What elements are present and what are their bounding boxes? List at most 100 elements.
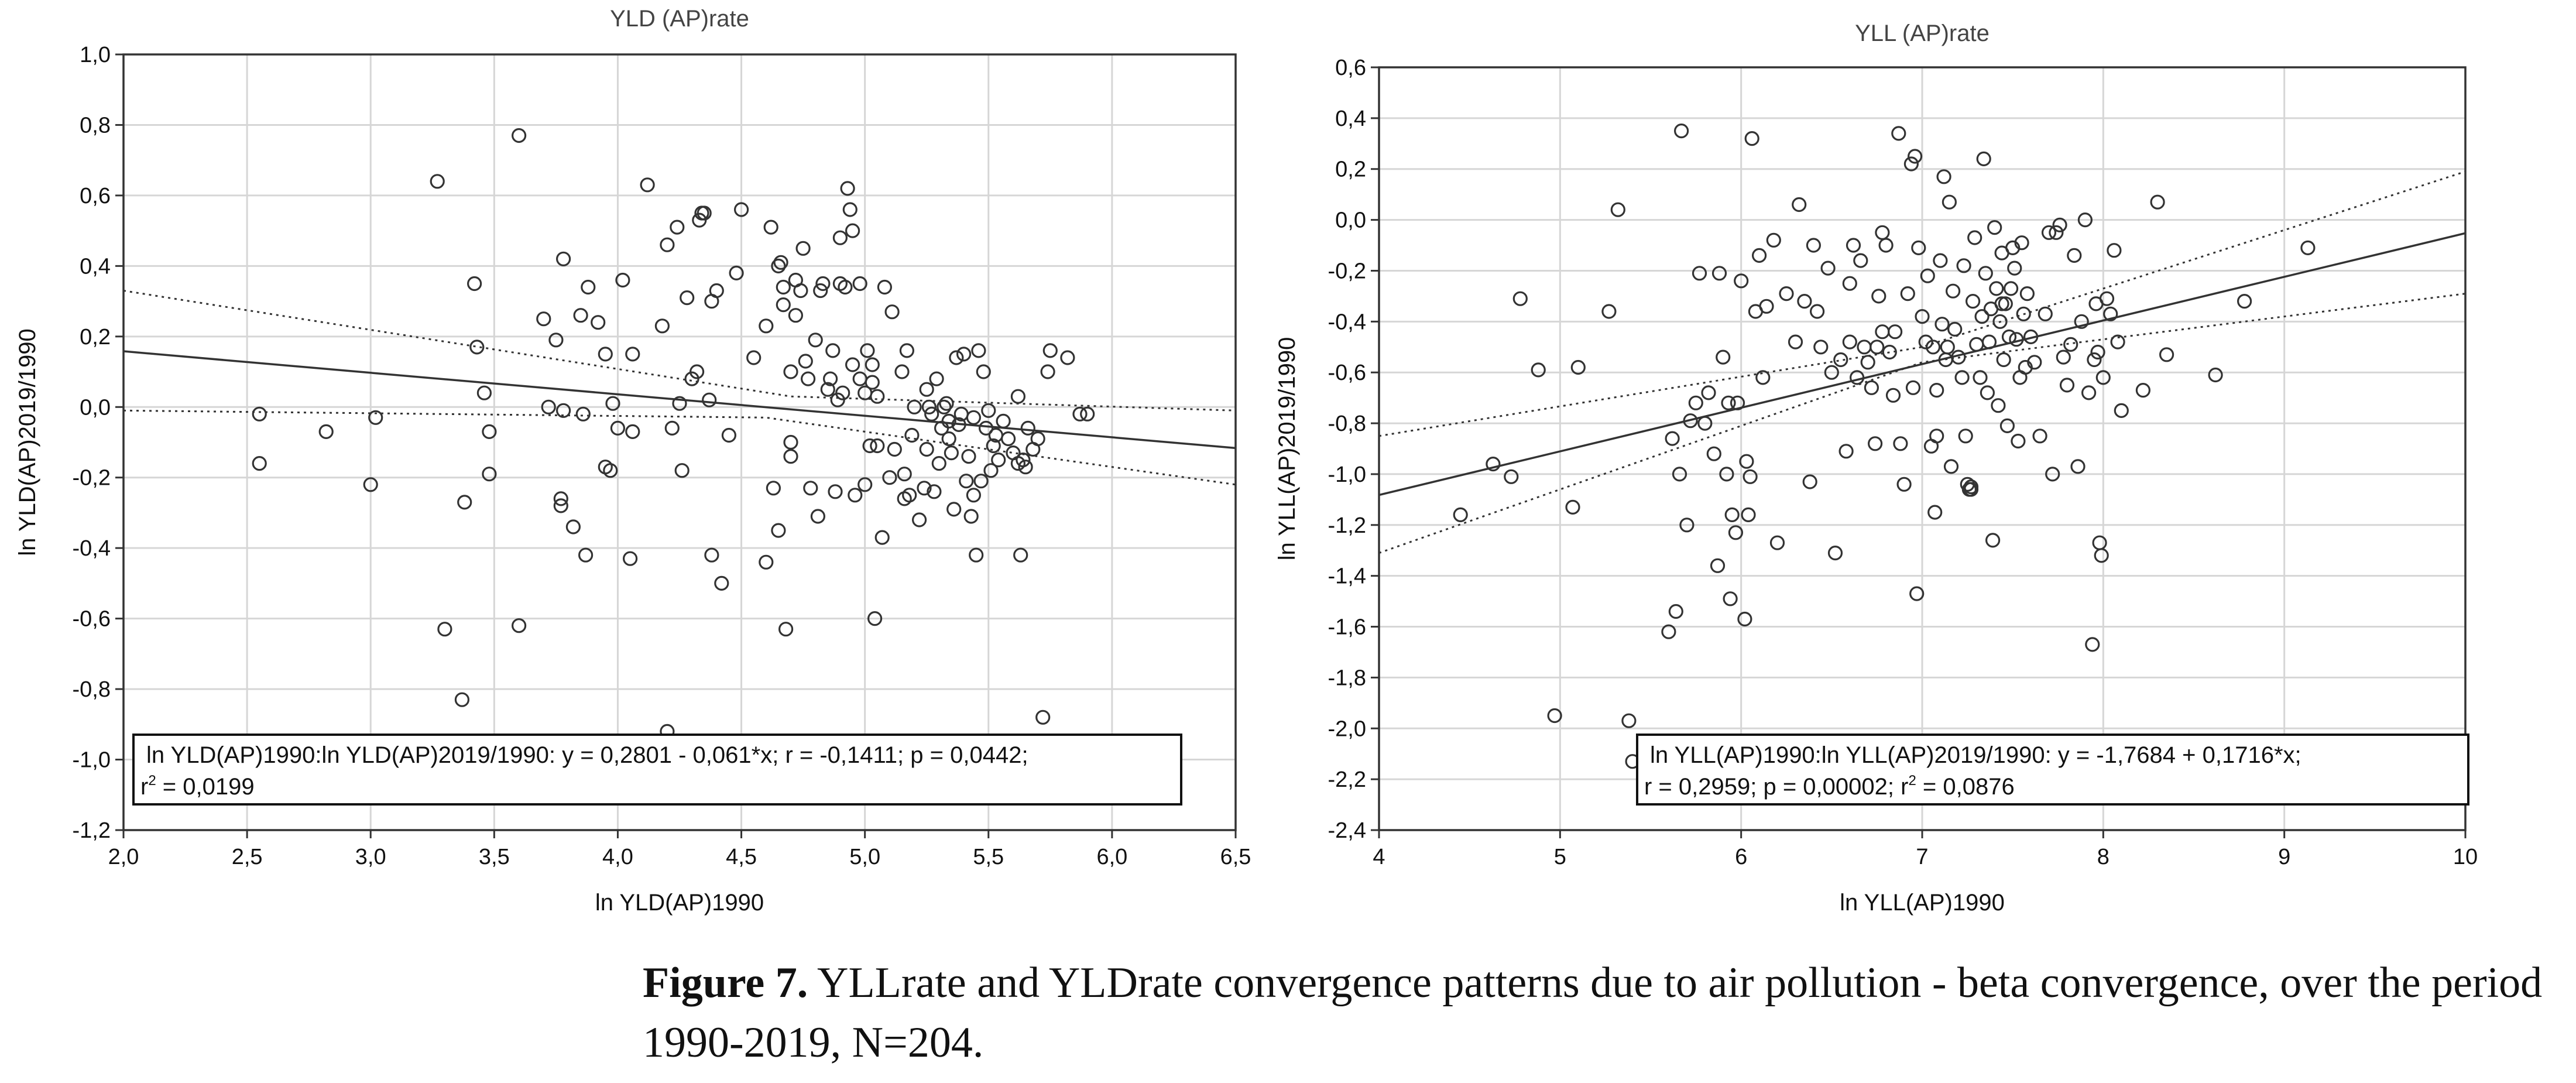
- chart1-data-point: [973, 474, 989, 489]
- chart1-stats-line-2-rest: = 0,0199: [156, 774, 255, 800]
- chart1-y-axis-title: ln YLD(AP)2019/1990: [15, 328, 40, 556]
- chart1-data-point: [835, 385, 850, 400]
- chart1-plot-frame: [122, 53, 1237, 831]
- chart1-y-tick-label: 0,0: [80, 395, 111, 420]
- chart2-data-point: [2067, 248, 2082, 263]
- chart1-data-point: [822, 371, 838, 386]
- chart2-data-point: [1661, 624, 1676, 639]
- chart2-data-point: [1842, 334, 1857, 349]
- chart1-x-tick-label: 6,5: [1220, 845, 1251, 869]
- chart1-data-point: [721, 427, 737, 443]
- chart2-y-tick-label: -0,4: [1328, 310, 1366, 334]
- chart2-data-point: [1610, 202, 1625, 217]
- chart2-stats-line-2-rest: = 0,0876: [1916, 774, 2015, 800]
- chart2-data-point: [2077, 213, 2093, 228]
- chart1-data-point: [959, 474, 974, 489]
- chart1-data-point: [798, 354, 813, 369]
- chart2-data-point: [2095, 370, 2111, 385]
- chart2-data-point: [1985, 533, 2001, 548]
- chart2-data-point: [1954, 370, 1970, 385]
- chart2-x-tick-label: 8: [2097, 845, 2109, 869]
- chart2-data-point: [2090, 344, 2105, 360]
- chart1-data-point: [709, 283, 724, 299]
- chart2-y-tick-label: -2,2: [1328, 767, 1366, 792]
- chart1-data-point: [800, 371, 816, 386]
- chart2-stats-line-2-prefix: r = 0,2959; p = 0,00002; r: [1644, 774, 1908, 800]
- chart2-data-point: [1933, 253, 1948, 268]
- chart2-data-point: [1706, 446, 1721, 461]
- chart1-stats-line-2: r2 = 0,0199: [140, 773, 255, 800]
- chart2-data-point: [1973, 370, 1988, 385]
- chart2-data-point: [1966, 293, 1981, 309]
- chart2-y-tick-label: 0,0: [1335, 208, 1366, 233]
- chart2-data-point: [1999, 418, 2015, 434]
- chart2-data-point: [1813, 340, 1829, 355]
- chart1-data-point: [825, 343, 841, 358]
- chart2-y-tick-label: -1,4: [1328, 564, 1366, 589]
- chart1-data-point: [1080, 406, 1095, 421]
- chart2-data-point: [1905, 380, 1921, 395]
- chart1-data-point: [887, 441, 902, 457]
- chart1-data-point: [820, 382, 835, 397]
- chart1-data-point: [963, 509, 979, 524]
- chart1-data-point: [674, 463, 690, 478]
- chart2-data-point: [1724, 507, 1740, 523]
- chart1-data-point: [941, 413, 956, 429]
- chart2-data-point: [1896, 477, 1912, 492]
- chart1-data-point: [660, 237, 675, 252]
- chart2-data-point: [1453, 507, 1468, 523]
- chart2-y-tick-label: -1,6: [1328, 615, 1366, 640]
- chart2-data-point: [2103, 306, 2118, 321]
- chart2-data-point: [2074, 314, 2089, 329]
- chart1-data-point: [845, 223, 860, 238]
- chart1-data-point: [840, 181, 855, 196]
- chart2-data-point: [1741, 507, 1756, 523]
- chart1-data-point: [783, 434, 798, 450]
- chart2-data-point: [2009, 332, 2024, 347]
- chart2-data-point: [1936, 169, 1951, 184]
- chart1-data-point: [860, 343, 875, 358]
- chart2-data-point: [1672, 467, 1687, 482]
- chart1-data-point: [996, 413, 1011, 429]
- chart1-x-tick-label: 3,5: [479, 845, 510, 869]
- chart1-data-point: [1042, 343, 1058, 358]
- chart1-data-point: [842, 202, 857, 217]
- chart1-x-axis-title: ln YLD(AP)1990: [595, 890, 764, 916]
- chart1-data-point: [907, 399, 922, 414]
- chart2-data-point: [1802, 474, 1817, 489]
- chart2-data-point: [1929, 382, 1944, 398]
- chart2-data-point: [1674, 124, 1689, 139]
- chart2-x-tick-label: 4: [1373, 845, 1385, 869]
- chart2-data-point: [1711, 266, 1727, 281]
- chart2-data-point: [1915, 309, 1930, 324]
- chart2-data-point: [1752, 248, 1767, 263]
- chart2-data-point: [2052, 217, 2067, 232]
- chart2-data-point: [1994, 296, 2009, 311]
- chart2-data-point: [1934, 317, 1950, 332]
- chart1-data-point: [697, 205, 712, 221]
- chart1-data-point: [536, 311, 551, 327]
- chart1-x-tick-label: 5,5: [973, 845, 1004, 869]
- chart2-data-point: [1504, 469, 1519, 484]
- chart2-data-point: [1875, 225, 1890, 240]
- chart1-x-tick-label: 2,0: [108, 845, 139, 869]
- chart2-data-point: [2032, 429, 2047, 444]
- chart2-data-point: [1565, 499, 1580, 515]
- chart1-x-tick-label: 4,5: [726, 845, 757, 869]
- chart2-data-point: [1998, 296, 2013, 311]
- chart2-data-point: [2059, 378, 2075, 393]
- chart2-data-point: [1946, 283, 1961, 299]
- chart2-data-point: [1885, 388, 1901, 403]
- chart2-y-tick-label: 0,6: [1335, 56, 1366, 80]
- chart1-data-point: [1030, 431, 1045, 447]
- chart2-data-point: [1737, 611, 1752, 627]
- chart2-x-tick-label: 9: [2278, 845, 2290, 869]
- chart2-data-point: [1963, 482, 1979, 497]
- chart1-data-point: [803, 481, 818, 496]
- chart1-data-point: [553, 498, 568, 513]
- chart1-data-point: [759, 554, 774, 570]
- chart2-y-tick-label: -1,2: [1328, 513, 1366, 538]
- chart2-data-point: [1893, 436, 1908, 451]
- chart2-data-point: [2045, 467, 2060, 482]
- chart2-data-point: [1853, 253, 1868, 268]
